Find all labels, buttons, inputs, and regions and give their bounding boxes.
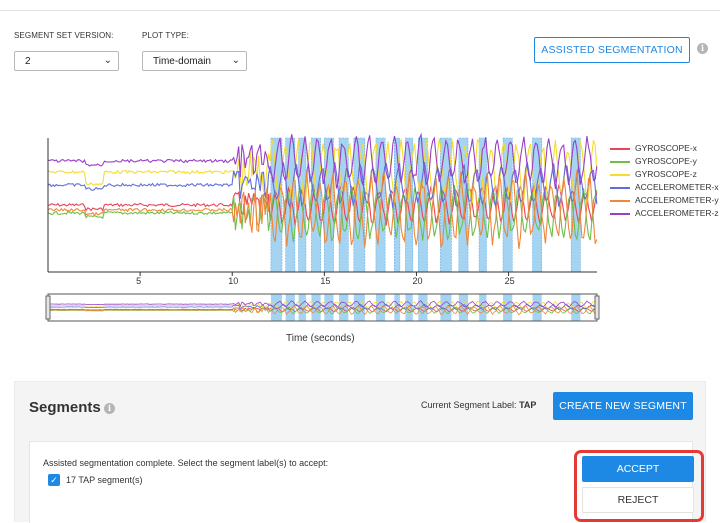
legend-swatch [610, 213, 630, 215]
legend-label: ACCELEROMETER-z [635, 208, 719, 218]
legend-label: GYROSCOPE-y [635, 156, 697, 166]
series-line-mini [47, 300, 598, 311]
segment-region-mini [311, 294, 321, 321]
segment-region [324, 137, 334, 273]
segment-region-mini [270, 294, 282, 321]
sensor-chart[interactable] [0, 0, 720, 380]
chevron-down-icon: ⌄ [103, 55, 112, 66]
x-tick-label: 5 [136, 276, 142, 286]
legend-label: GYROSCOPE-x [635, 143, 697, 153]
assisted-message: Assisted segmentation complete. Select t… [43, 458, 329, 468]
legend-label: ACCELEROMETER-x [635, 182, 719, 192]
accept-button[interactable]: ACCEPT [582, 456, 694, 482]
current-label-prefix: Current Segment Label: [421, 400, 520, 410]
legend-label: GYROSCOPE-z [635, 169, 697, 179]
series-line-mini [47, 300, 598, 309]
segment-set-version-label: SEGMENT SET VERSION: [14, 31, 114, 40]
series-line [47, 182, 598, 226]
series-line [47, 170, 598, 250]
legend-swatch [610, 200, 630, 202]
x-tick-label: 10 [228, 276, 239, 286]
series-line-mini [47, 304, 597, 316]
main-plot[interactable] [47, 132, 598, 276]
top-divider [0, 10, 720, 11]
segment-set-version-select[interactable]: 2 ⌄ [14, 51, 119, 71]
series-line [47, 132, 598, 189]
segment-set-version-value: 2 [25, 56, 31, 67]
info-icon[interactable]: i [697, 43, 708, 54]
create-new-segment-button[interactable]: CREATE NEW SEGMENT [553, 392, 693, 420]
segment-region-mini [458, 294, 469, 321]
chevron-down-icon: ⌄ [231, 55, 240, 66]
assisted-segmentation-button[interactable]: ASSISTED SEGMENTATION [534, 37, 690, 63]
series-line [47, 138, 598, 206]
segment-region-mini [353, 294, 365, 321]
series-line [47, 161, 598, 209]
info-icon[interactable]: i [104, 403, 115, 414]
x-tick-label: 25 [504, 276, 515, 286]
legend-swatch [610, 161, 630, 163]
navigator-handle-left [45, 295, 51, 320]
reject-button[interactable]: REJECT [582, 487, 694, 513]
tap-segments-label[interactable]: 17 TAP segment(s) [66, 475, 143, 485]
legend-swatch [610, 187, 630, 189]
range-navigator[interactable] [45, 293, 600, 322]
x-tick-label: 15 [320, 276, 331, 286]
segments-panel: Segments i Current Segment Label: TAP CR… [14, 381, 706, 523]
navigator-handle-right [594, 295, 600, 320]
series-line-mini [47, 303, 598, 311]
current-segment-label: Current Segment Label: TAP [421, 400, 536, 410]
x-tick-label: 20 [412, 276, 423, 286]
plot-type-label: PLOT TYPE: [142, 31, 189, 40]
segments-title: Segments [29, 399, 101, 416]
current-label-value: TAP [519, 400, 537, 410]
tap-segments-checkbox[interactable]: ✓ [48, 474, 60, 486]
plot-type-value: Time-domain [153, 56, 211, 67]
highlight-box [574, 450, 704, 522]
plot-type-select[interactable]: Time-domain ⌄ [142, 51, 247, 71]
legend-swatch [610, 174, 630, 176]
x-axis-title: Time (seconds) [286, 333, 355, 344]
legend-swatch [610, 148, 630, 150]
assisted-result-card: Assisted segmentation complete. Select t… [29, 441, 704, 523]
series-line-mini [48, 306, 598, 313]
legend-label: ACCELEROMETER-y [635, 195, 719, 205]
